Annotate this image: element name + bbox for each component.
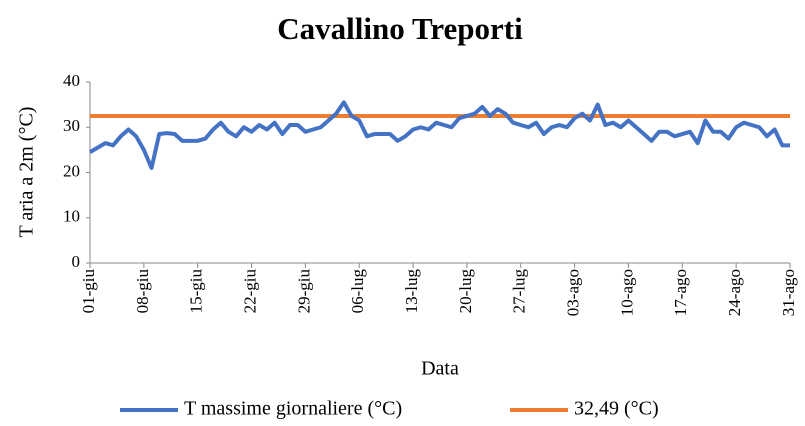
x-tick-label: 29-giu	[294, 269, 313, 314]
x-tick-label: 22-giu	[240, 269, 259, 314]
x-tick-label: 10-ago	[617, 269, 636, 316]
y-tick-label: 0	[72, 252, 81, 271]
x-tick-label: 03-ago	[564, 269, 583, 316]
legend-label: 32,49 (°C)	[574, 398, 659, 420]
x-tick-label: 20-lug	[456, 269, 475, 314]
y-tick-label: 30	[63, 116, 80, 135]
x-tick-label: 01-giu	[79, 269, 98, 314]
y-axis-label: T aria a 2m (°C)	[16, 107, 38, 238]
x-tick-label: 17-ago	[671, 269, 690, 316]
y-tick-label: 20	[63, 161, 80, 180]
legend-label: T massime giornaliere (°C)	[184, 398, 402, 420]
x-tick-label: 13-lug	[402, 269, 421, 314]
x-tick-label: 06-lug	[348, 269, 367, 314]
x-axis-label: Data	[421, 358, 459, 380]
chart-title: Cavallino Treporti	[277, 11, 523, 46]
x-tick-label: 31-ago	[779, 269, 798, 316]
x-tick-label: 08-giu	[133, 269, 152, 314]
x-tick-label: 27-lug	[510, 269, 529, 314]
x-tick-label: 24-ago	[725, 269, 744, 316]
y-tick-label: 40	[63, 71, 80, 90]
y-tick-label: 10	[63, 207, 80, 226]
x-tick-label: 15-giu	[187, 269, 206, 314]
line-series	[88, 100, 790, 170]
